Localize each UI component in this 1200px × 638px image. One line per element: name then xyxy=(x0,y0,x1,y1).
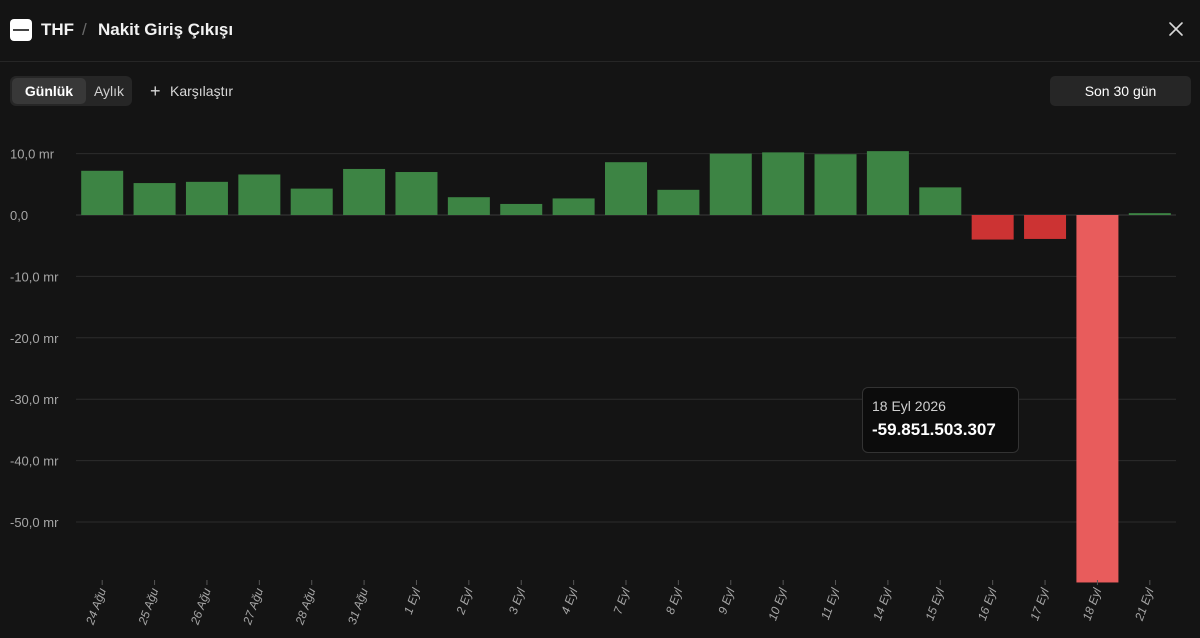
logo-mark xyxy=(13,29,29,31)
bar[interactable] xyxy=(1024,215,1067,239)
bar[interactable] xyxy=(814,154,857,215)
page-title: Nakit Giriş Çıkışı xyxy=(98,20,234,39)
bar[interactable] xyxy=(133,183,176,215)
breadcrumb-ticker[interactable]: THF xyxy=(41,20,75,39)
bar[interactable] xyxy=(605,162,647,215)
x-tick-label: 8 Eyl xyxy=(663,586,685,616)
bar[interactable] xyxy=(709,153,752,215)
x-tick-label: 3 Eyl xyxy=(506,586,528,616)
y-tick-label: -50,0 mr xyxy=(10,515,59,530)
breadcrumb-separator: / xyxy=(82,20,87,39)
bar[interactable] xyxy=(866,151,909,215)
bar[interactable] xyxy=(81,170,124,215)
bar[interactable] xyxy=(290,188,333,215)
x-tick-label: 25 Ağu xyxy=(135,586,161,627)
close-icon xyxy=(1169,22,1183,36)
x-tick-label: 31 Ağu xyxy=(345,586,371,626)
bar[interactable] xyxy=(1128,213,1171,215)
bar[interactable] xyxy=(185,181,228,215)
x-tick-label: 14 Eyl xyxy=(870,586,895,622)
bar[interactable] xyxy=(919,187,962,215)
x-tick-label: 1 Eyl xyxy=(401,586,423,616)
x-tick-label: 18 Eyl xyxy=(1080,586,1105,622)
bar[interactable] xyxy=(395,172,438,215)
compare-button[interactable]: + Karşılaştır xyxy=(150,80,233,102)
bar[interactable] xyxy=(1076,215,1119,583)
x-tick-label: 27 Ağu xyxy=(240,586,266,627)
bar[interactable] xyxy=(500,203,543,215)
x-tick-label: 4 Eyl xyxy=(558,586,580,616)
bar[interactable] xyxy=(971,215,1014,240)
x-tick-label: 17 Eyl xyxy=(1027,586,1052,622)
y-tick-label: -40,0 mr xyxy=(10,454,59,469)
x-tick-label: 16 Eyl xyxy=(975,586,1000,622)
y-tick-label: -10,0 mr xyxy=(10,269,59,284)
y-tick-label: 10,0 mr xyxy=(10,147,55,162)
x-tick-label: 7 Eyl xyxy=(611,586,633,616)
period-toggle: Günlük Aylık xyxy=(10,76,132,106)
x-tick-label: 26 Ağu xyxy=(187,586,213,627)
chart-grid: 10,0 mr 0,0 -10,0 mr -20,0 mr -30,0 mr -40,0 … xyxy=(10,147,1176,530)
bar[interactable] xyxy=(762,152,805,215)
chart-bars xyxy=(81,151,1171,583)
header: THF / Nakit Giriş Çıkışı xyxy=(0,0,1200,62)
x-tick-label: 21 Eyl xyxy=(1132,586,1157,623)
bar[interactable] xyxy=(657,189,700,215)
company-logo xyxy=(10,19,32,41)
tab-daily[interactable]: Günlük xyxy=(12,78,86,104)
x-tick-label: 2 Eyl xyxy=(453,586,476,617)
x-tick-label: 24 Ağu xyxy=(83,586,109,627)
date-range-button[interactable]: Son 30 gün xyxy=(1050,76,1191,106)
tooltip-date: 18 Eyl 2026 xyxy=(872,398,946,414)
bar[interactable] xyxy=(552,198,595,215)
x-tick-label: 11 Eyl xyxy=(818,586,842,622)
x-tick-label: 15 Eyl xyxy=(923,586,948,622)
y-tick-label: -20,0 mr xyxy=(10,331,59,346)
bar[interactable] xyxy=(238,174,281,215)
chart-x-labels: 24 Ağu 25 Ağu 26 Ağu 27 Ağu 28 Ağu 31 Ağu 1 Ey… xyxy=(83,580,1157,627)
y-tick-label: 0,0 xyxy=(10,208,28,223)
compare-label: Karşılaştır xyxy=(170,83,234,99)
close-button[interactable] xyxy=(1165,18,1187,40)
x-tick-label: 28 Ağu xyxy=(292,586,318,627)
tooltip-value: -59.851.503.307 xyxy=(872,420,996,439)
bar[interactable] xyxy=(343,168,386,215)
x-tick-label: 10 Eyl xyxy=(765,586,790,622)
y-tick-label: -30,0 mr xyxy=(10,392,59,407)
x-tick-label: 9 Eyl xyxy=(715,586,737,616)
tab-monthly[interactable]: Aylık xyxy=(93,83,125,99)
chart-tooltip: 18 Eyl 2026 -59.851.503.307 xyxy=(862,387,1019,453)
plus-icon: + xyxy=(150,81,161,101)
bar[interactable] xyxy=(447,197,490,215)
